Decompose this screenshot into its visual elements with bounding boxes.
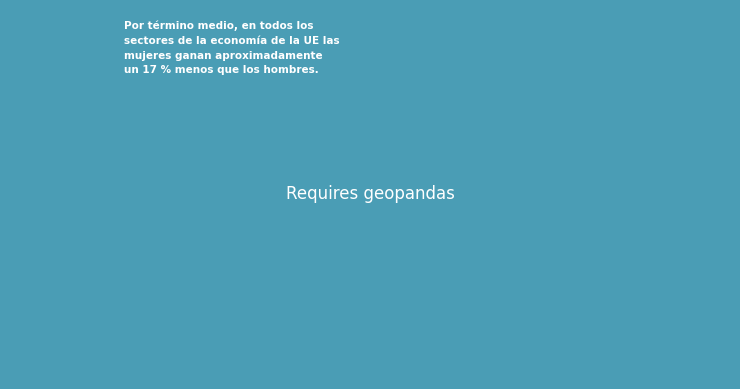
Text: Por término medio, en todos los
sectores de la economía de la UE las
mujeres gan: Por término medio, en todos los sectores… (124, 21, 340, 75)
Text: Requires geopandas: Requires geopandas (286, 186, 454, 203)
